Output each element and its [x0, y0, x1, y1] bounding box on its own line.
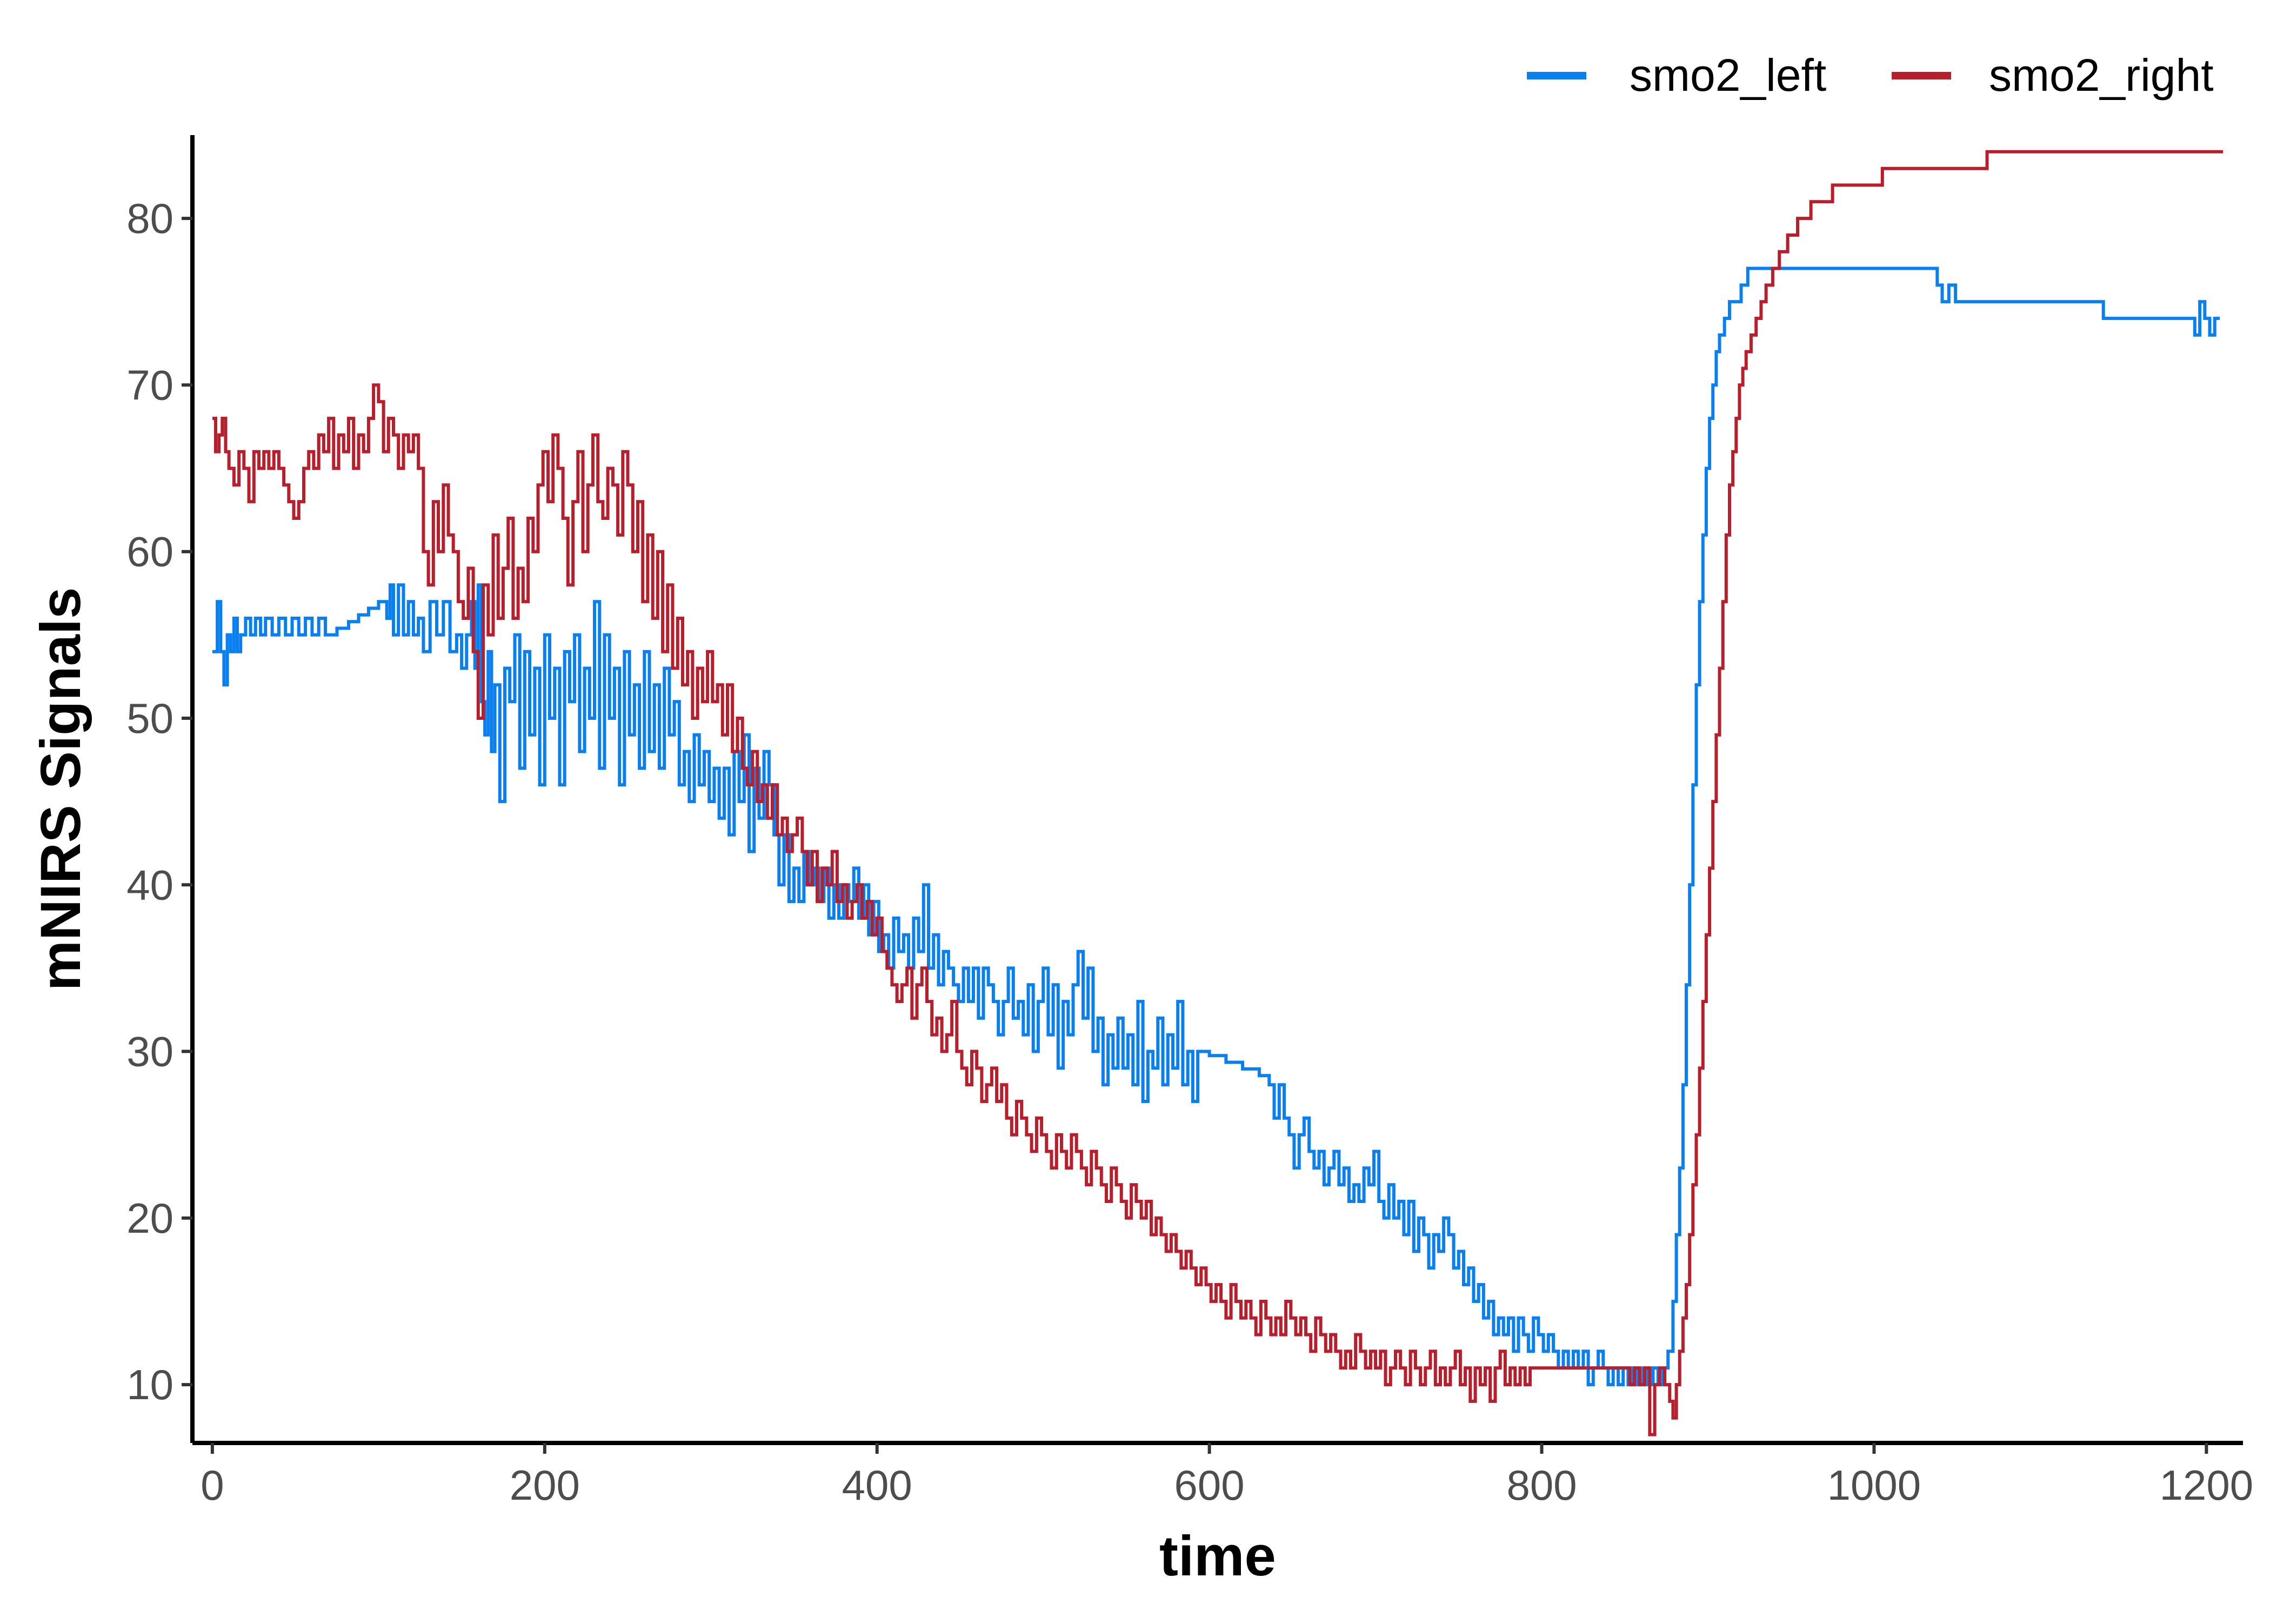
x-tick-label: 800: [1506, 1461, 1577, 1509]
x-tick-label: 600: [1174, 1461, 1245, 1509]
x-tick-label: 0: [201, 1461, 224, 1509]
x-tick-label: 200: [510, 1461, 580, 1509]
legend-item-smo2-left: smo2_left: [1527, 50, 1826, 101]
y-tick-label: 70: [126, 361, 173, 409]
x-tick-label: 400: [842, 1461, 912, 1509]
x-tick-label: 1200: [2160, 1461, 2254, 1509]
legend-label-smo2-right: smo2_right: [1989, 50, 2214, 101]
y-axis-label: mNIRS Signals: [29, 587, 92, 991]
legend: smo2_left smo2_right: [1527, 50, 2214, 101]
x-axis-ticks: 0 200 400 600 800 1000 1200: [201, 1443, 2253, 1509]
y-tick-label: 20: [126, 1194, 173, 1242]
y-axis-ticks: 10 20 30 40 50 60 70 80: [126, 195, 192, 1408]
y-tick-label: 60: [126, 528, 173, 576]
y-tick-label: 50: [126, 694, 173, 742]
y-tick-label: 30: [126, 1028, 173, 1075]
series-line-smo2-left: [212, 266, 2220, 1387]
y-tick-label: 10: [126, 1361, 173, 1408]
series-layer: [212, 150, 2224, 1436]
x-tick-label: 1000: [1827, 1461, 1921, 1509]
series-line-smo2-right: [212, 150, 2224, 1436]
x-axis-label: time: [1159, 1525, 1276, 1588]
legend-label-smo2-left: smo2_left: [1630, 50, 1826, 101]
legend-item-smo2-right: smo2_right: [1892, 50, 2214, 101]
y-tick-label: 80: [126, 195, 173, 242]
y-tick-label: 40: [126, 861, 173, 908]
